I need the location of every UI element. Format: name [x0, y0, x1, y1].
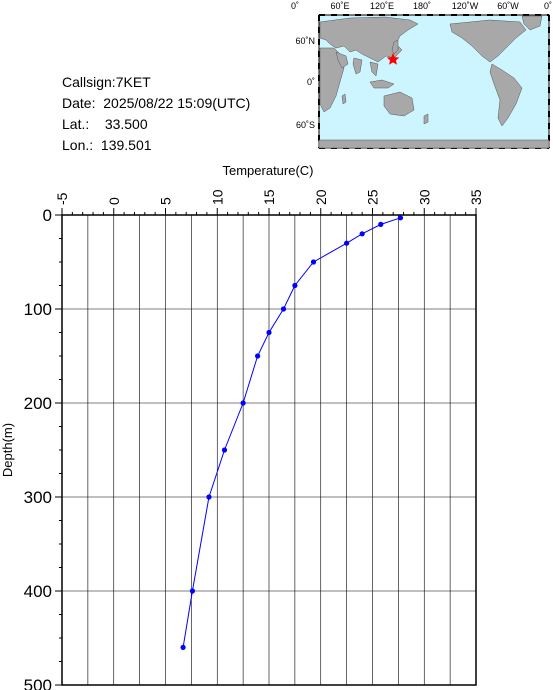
map-land — [318, 15, 550, 149]
temperature-profile-line — [182, 217, 401, 648]
latitude-value: 33.500 — [104, 116, 148, 132]
longitude-row: Lon.: 139.501 — [62, 135, 250, 156]
map-lon-label: 0˚ — [291, 1, 299, 11]
y-tick-label: 400 — [24, 582, 52, 601]
x-tick-label: 25 — [365, 189, 381, 205]
map-lon-label: 60˚W — [497, 1, 519, 11]
longitude-value: 139.501 — [100, 137, 152, 153]
y-tick-labels: 0 100 200 300 400 500 — [24, 206, 52, 690]
temperature-depth-chart: Temperature(C) Depth(m) -5 0 5 10 15 20 25 30 35… — [0, 163, 484, 690]
map-lat-label: 60˚N — [295, 36, 315, 46]
data-point — [180, 644, 186, 650]
data-point — [280, 306, 287, 312]
x-tick-label: 5 — [158, 197, 174, 205]
map-lat-label: 60˚S — [296, 120, 315, 130]
x-tick-label: 10 — [209, 189, 225, 205]
temperature-profile-points — [180, 215, 404, 650]
data-point — [292, 282, 298, 289]
data-point — [310, 259, 317, 265]
y-tick-label: 300 — [24, 488, 52, 507]
x-tick-label: 30 — [416, 189, 432, 205]
date-text: Date: 2025/08/22 15:09(UTC) — [62, 95, 251, 111]
data-point — [255, 353, 261, 359]
data-point — [206, 494, 212, 500]
x-axis-title: Temperature(C) — [222, 163, 313, 178]
y-axis-title: Depth(m) — [0, 423, 15, 477]
y-tick-label: 100 — [24, 300, 52, 319]
map-lon-label: 0˚ — [544, 1, 552, 11]
map-lon-label: 120˚E — [370, 1, 394, 11]
map-lat-label: 0˚ — [307, 77, 315, 87]
x-tick-label: 15 — [261, 189, 277, 205]
x-tick-label: 0 — [106, 197, 122, 205]
data-point — [378, 221, 384, 227]
chart-ticks — [55, 208, 477, 686]
x-tick-labels: -5 0 5 10 15 20 25 30 35 — [54, 189, 484, 205]
map-lon-label: 180˚ — [413, 1, 431, 11]
data-point — [189, 588, 196, 594]
data-point — [240, 400, 246, 406]
map-lon-label: 120˚W — [452, 1, 479, 11]
x-tick-label: -5 — [54, 192, 70, 205]
y-tick-label: 500 — [24, 676, 52, 690]
data-point — [266, 329, 272, 336]
data-point — [359, 231, 365, 237]
star-icon — [386, 53, 400, 65]
data-point — [221, 447, 228, 453]
station-info: Callsign:7KET Date: 2025/08/22 15:09(UTC… — [62, 72, 250, 156]
chart-grid — [61, 214, 477, 686]
x-tick-label: 20 — [313, 189, 329, 205]
world-map: 0˚ 60˚E 120˚E 180˚ 120˚W 60˚W 0˚ 60˚N 0˚… — [291, 1, 552, 149]
callsign-text: Callsign:7KET — [62, 74, 151, 90]
latitude-label: Lat.: — [62, 116, 90, 132]
longitude-label: Lon.: — [62, 137, 94, 153]
x-tick-label: 35 — [468, 189, 484, 205]
data-point — [397, 215, 404, 221]
y-tick-label: 200 — [24, 394, 52, 413]
data-point — [344, 240, 350, 246]
y-tick-label: 0 — [43, 206, 52, 225]
latitude-row: Lat.: 33.500 — [62, 114, 250, 135]
map-lon-label: 60˚E — [330, 1, 349, 11]
